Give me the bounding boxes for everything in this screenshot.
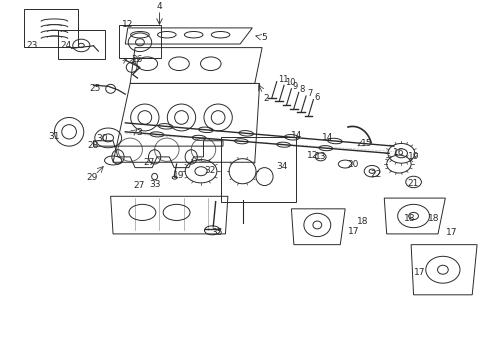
Text: 19: 19	[172, 171, 184, 180]
Text: 33: 33	[150, 180, 161, 189]
Text: 21: 21	[408, 179, 419, 188]
Text: 34: 34	[276, 162, 288, 171]
Text: 12: 12	[122, 20, 133, 29]
Text: 8: 8	[300, 85, 305, 94]
Text: 30: 30	[97, 135, 108, 144]
Text: 24: 24	[61, 41, 72, 50]
Text: 15: 15	[361, 139, 372, 148]
Text: 4: 4	[157, 2, 162, 11]
Text: 27: 27	[134, 181, 145, 190]
Text: 2: 2	[264, 94, 269, 103]
Text: 18: 18	[404, 214, 416, 223]
Text: 14: 14	[291, 131, 302, 140]
Text: 35: 35	[211, 228, 222, 237]
Text: 32: 32	[204, 166, 215, 175]
Text: 25: 25	[90, 84, 101, 93]
Text: 14: 14	[322, 134, 334, 143]
Text: 12: 12	[307, 151, 318, 160]
Text: 11: 11	[278, 75, 288, 84]
Text: 19: 19	[408, 152, 420, 161]
Text: 18: 18	[357, 217, 369, 226]
Text: 29: 29	[86, 173, 98, 182]
Text: 28: 28	[88, 140, 99, 149]
Text: 13: 13	[316, 152, 327, 161]
Text: 23: 23	[26, 41, 38, 50]
Text: 20: 20	[347, 160, 359, 169]
Text: 17: 17	[347, 227, 359, 236]
Text: 31: 31	[49, 132, 60, 141]
Text: 17: 17	[446, 228, 458, 237]
Text: 22: 22	[370, 170, 382, 179]
Text: 27: 27	[144, 158, 155, 167]
Text: 5: 5	[261, 33, 267, 42]
Text: 10: 10	[285, 78, 295, 87]
Text: 18: 18	[428, 214, 440, 223]
Text: 16: 16	[392, 148, 404, 157]
Text: 7: 7	[307, 89, 313, 98]
Text: 17: 17	[414, 268, 425, 277]
Text: 9: 9	[293, 82, 297, 91]
Text: 26: 26	[132, 55, 143, 64]
Text: 3: 3	[137, 129, 142, 138]
Text: 6: 6	[315, 93, 320, 102]
